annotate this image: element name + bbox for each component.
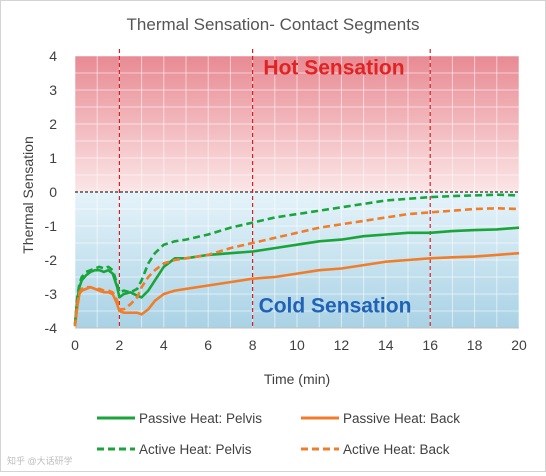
- y-tick-label: -1: [45, 218, 58, 234]
- legend-label-4: Active Heat: Back: [343, 442, 450, 457]
- series-line-2: [73, 251, 520, 327]
- y-tick-label: 4: [49, 48, 57, 64]
- legend: Passive Heat: Pelvis Passive Heat: Back Ac…: [97, 411, 460, 457]
- band-label-hot: Hot Sensation: [263, 57, 404, 80]
- x-tick-label: 8: [249, 337, 257, 353]
- x-tick-label: 12: [334, 337, 350, 353]
- reference-lines: [75, 49, 519, 328]
- y-axis-label: Thermal Sensation: [20, 136, 36, 254]
- series-lines: [73, 193, 520, 327]
- band-labels: Hot Sensation Cold Sensation: [259, 57, 412, 318]
- x-tick-label: 0: [71, 337, 79, 353]
- legend-label-3: Active Heat: Pelvis: [139, 442, 252, 457]
- y-tick-label: -2: [45, 252, 58, 268]
- x-tick-label: 14: [378, 337, 394, 353]
- y-tick-label: -4: [45, 320, 58, 336]
- x-tick-label: 18: [467, 337, 483, 353]
- series-line-4: [73, 207, 520, 327]
- x-tick-label: 20: [511, 337, 527, 353]
- x-tick-label: 6: [204, 337, 212, 353]
- chart-title: Thermal Sensation- Contact Segments: [127, 15, 420, 34]
- series-line-1: [73, 226, 520, 325]
- watermark-text: 知乎 @大话研学: [7, 455, 73, 466]
- y-tick-label: -3: [45, 286, 58, 302]
- y-tick-label: 3: [49, 82, 57, 98]
- y-tick-label: 2: [49, 116, 57, 132]
- series-line-3: [73, 193, 520, 325]
- y-tick-label: 1: [49, 150, 57, 166]
- x-axis-label: Time (min): [264, 371, 330, 387]
- legend-label-1: Passive Heat: Pelvis: [139, 411, 262, 426]
- band-label-cold: Cold Sensation: [259, 295, 412, 318]
- x-tick-label: 2: [116, 337, 124, 353]
- x-tick-label: 4: [160, 337, 168, 353]
- x-tick-label: 16: [422, 337, 438, 353]
- legend-label-2: Passive Heat: Back: [343, 411, 460, 426]
- x-tick-label: 10: [289, 337, 305, 353]
- y-tick-label: 0: [49, 184, 57, 200]
